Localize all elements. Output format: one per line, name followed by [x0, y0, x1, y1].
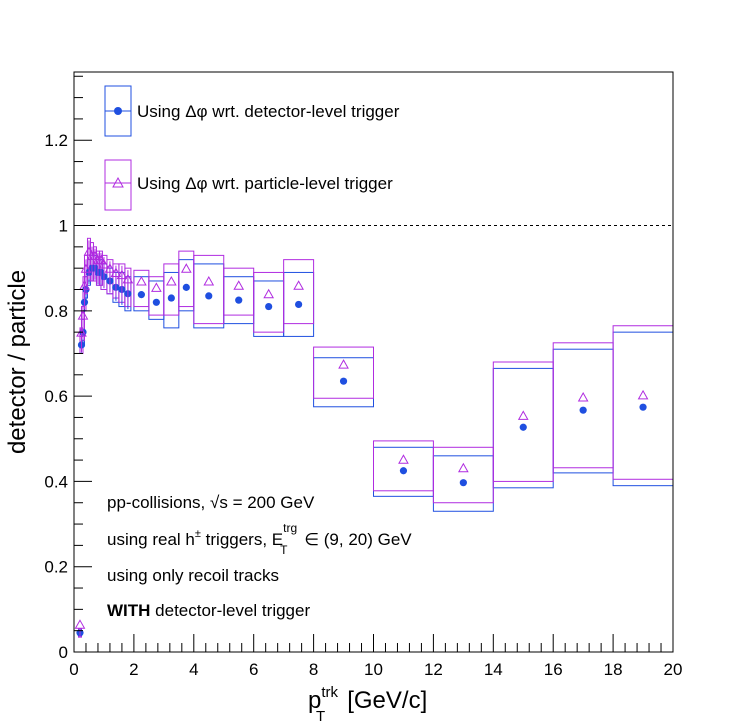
marker-detector-17 — [167, 294, 175, 302]
x-tick-label-8: 16 — [544, 660, 563, 679]
legend: Using Δφ wrt. detector-level trigger Usi… — [104, 85, 400, 211]
y-tick-label-5: 1 — [59, 217, 68, 236]
y-axis-title: detector / particle — [4, 270, 31, 454]
x-tick-label-2: 4 — [189, 660, 198, 679]
marker-detector-24 — [399, 467, 408, 475]
marker-detector-19 — [205, 292, 213, 300]
marker-particle-16 — [151, 282, 162, 292]
y-tick-label-2: 0.4 — [44, 472, 68, 491]
marker-particle-28 — [637, 389, 649, 400]
y-tick-label-4: 0.8 — [44, 302, 68, 321]
x-tick-label-3: 6 — [249, 660, 258, 679]
marker-detector-18 — [182, 283, 190, 291]
x-tick-label-6: 12 — [424, 660, 443, 679]
annotation-with-trigger: WITH detector-level trigger — [107, 601, 310, 620]
x-tick-label-7: 14 — [484, 660, 503, 679]
marker-detector-23 — [339, 377, 348, 385]
marker-particle-23 — [338, 359, 349, 369]
marker-particle-17 — [165, 275, 177, 286]
marker-detector-27 — [579, 406, 587, 414]
marker-particle-21 — [263, 288, 275, 299]
annotation-collisions: pp-collisions, √s = 200 GeV — [107, 493, 315, 512]
marker-detector-22 — [295, 300, 303, 309]
annotation-triggers: using real h± triggers, Etrg T ∈ (9, 20) … — [107, 521, 412, 557]
annotation-recoil: using only recoil tracks — [107, 566, 279, 585]
marker-detector-28 — [639, 403, 647, 411]
marker-particle-19 — [203, 275, 215, 286]
plot-area — [74, 225, 674, 638]
legend-marker-detector — [114, 107, 122, 115]
annotations: pp-collisions, √s = 200 GeV using real h… — [107, 493, 412, 620]
marker-particle-20 — [233, 280, 245, 290]
marker-particle-7 — [89, 250, 101, 260]
marker-detector-21 — [265, 302, 273, 311]
x-axis-title-text: ptrk T[GeV/c] — [308, 684, 427, 724]
x-tick-label-9: 18 — [604, 660, 623, 679]
x-tick-label-10: 20 — [664, 660, 683, 679]
y-tick-label-3: 0.6 — [44, 387, 68, 406]
marker-detector-26 — [519, 423, 527, 431]
marker-particle-13 — [116, 269, 128, 280]
legend-label-particle: Using Δφ wrt. particle-level trigger — [137, 174, 393, 193]
marker-particle-2 — [77, 310, 89, 320]
marker-particle-11 — [104, 263, 116, 273]
marker-particle-12 — [110, 267, 122, 277]
marker-detector-15 — [137, 291, 145, 299]
syst-box-particle-22 — [283, 259, 315, 325]
axes: 0 2 4 6 8 10 12 14 16 18 20 0 0.2 0.4 0.6 0.8 1 1.2 — [44, 71, 683, 679]
x-tick-label-1: 2 — [129, 660, 138, 679]
x-tick-label-0: 0 — [69, 660, 78, 679]
x-axis-title: ptrk T[GeV/c] — [308, 684, 427, 724]
marker-particle-5 — [83, 246, 95, 256]
marker-particle-10 — [98, 258, 110, 269]
marker-particle-4 — [80, 263, 92, 273]
x-tick-label-4: 8 — [309, 660, 318, 679]
marker-detector-20 — [235, 296, 243, 304]
marker-particle-15 — [136, 275, 147, 286]
legend-box-particle — [104, 159, 132, 211]
marker-particle-3 — [79, 280, 90, 290]
marker-particle-27 — [577, 391, 589, 402]
marker-particle-25 — [457, 462, 469, 473]
marker-detector-25 — [459, 479, 467, 487]
marker-particle-24 — [398, 454, 409, 464]
marker-detector-16 — [152, 298, 160, 306]
marker-particle-14 — [122, 273, 134, 284]
marker-particle-0 — [74, 619, 86, 629]
marker-particle-18 — [180, 263, 192, 273]
y-tick-label-0: 0 — [59, 643, 68, 662]
legend-marker-particle — [112, 176, 124, 188]
legend-label-detector: Using Δφ wrt. detector-level trigger — [137, 102, 400, 121]
y-tick-label-1: 0.2 — [44, 558, 68, 577]
marker-particle-22 — [293, 280, 304, 290]
marker-particle-9 — [95, 254, 107, 265]
y-tick-label-6: 1.2 — [44, 131, 68, 150]
x-tick-label-5: 10 — [364, 660, 383, 679]
marker-particle-26 — [517, 410, 529, 420]
syst-box-particle-23 — [313, 346, 375, 399]
